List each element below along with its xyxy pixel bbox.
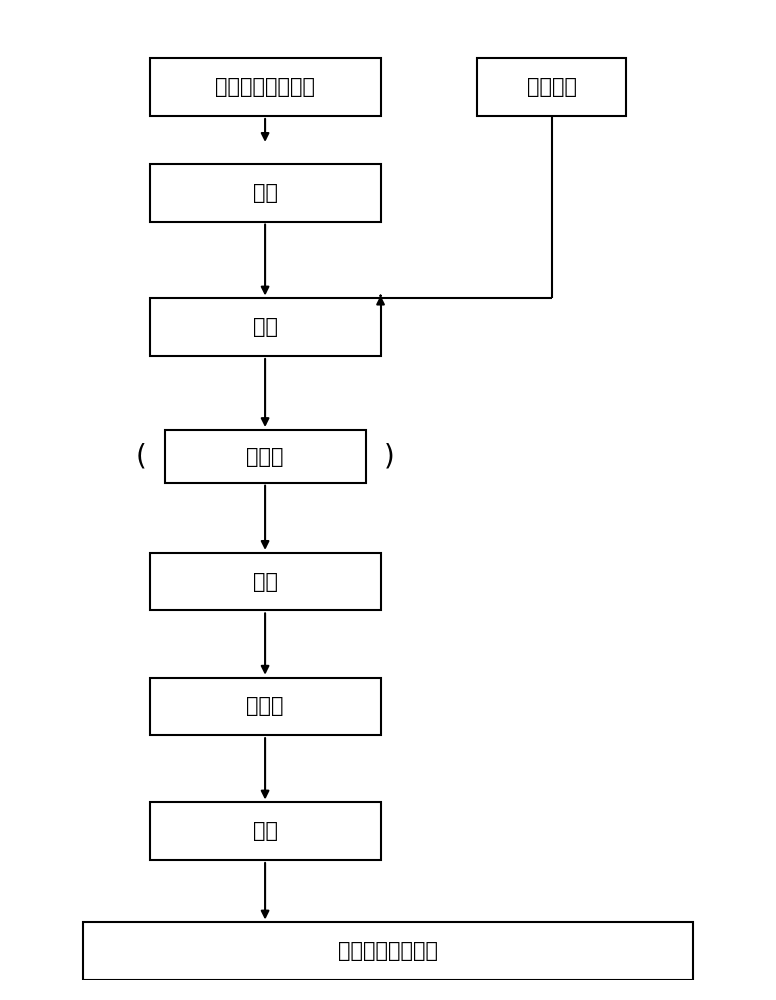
Bar [150,58,380,116]
Text: 混合: 混合 [252,317,278,337]
Text: 锂化合物: 锂化合物 [527,77,577,97]
Bar [165,430,365,483]
Bar [150,802,380,860]
Text: 破碎: 破碎 [252,821,278,841]
Text: 烧成物: 烧成物 [246,696,284,716]
Text: 加热: 加热 [252,183,278,203]
Text: 预烧结: 预烧结 [246,447,284,467]
Bar [477,58,626,116]
Text: (: ( [135,443,146,471]
Text: 烧成: 烧成 [252,572,278,592]
Bar [150,164,380,222]
Text: 锂镍锰复合氧化物: 锂镍锰复合氧化物 [338,941,438,961]
Text: 复合氢氧化物粒子: 复合氢氧化物粒子 [215,77,315,97]
Bar [150,553,380,610]
Text: ): ) [384,443,395,471]
Bar [150,298,380,356]
Bar [82,922,694,980]
Bar [150,678,380,735]
